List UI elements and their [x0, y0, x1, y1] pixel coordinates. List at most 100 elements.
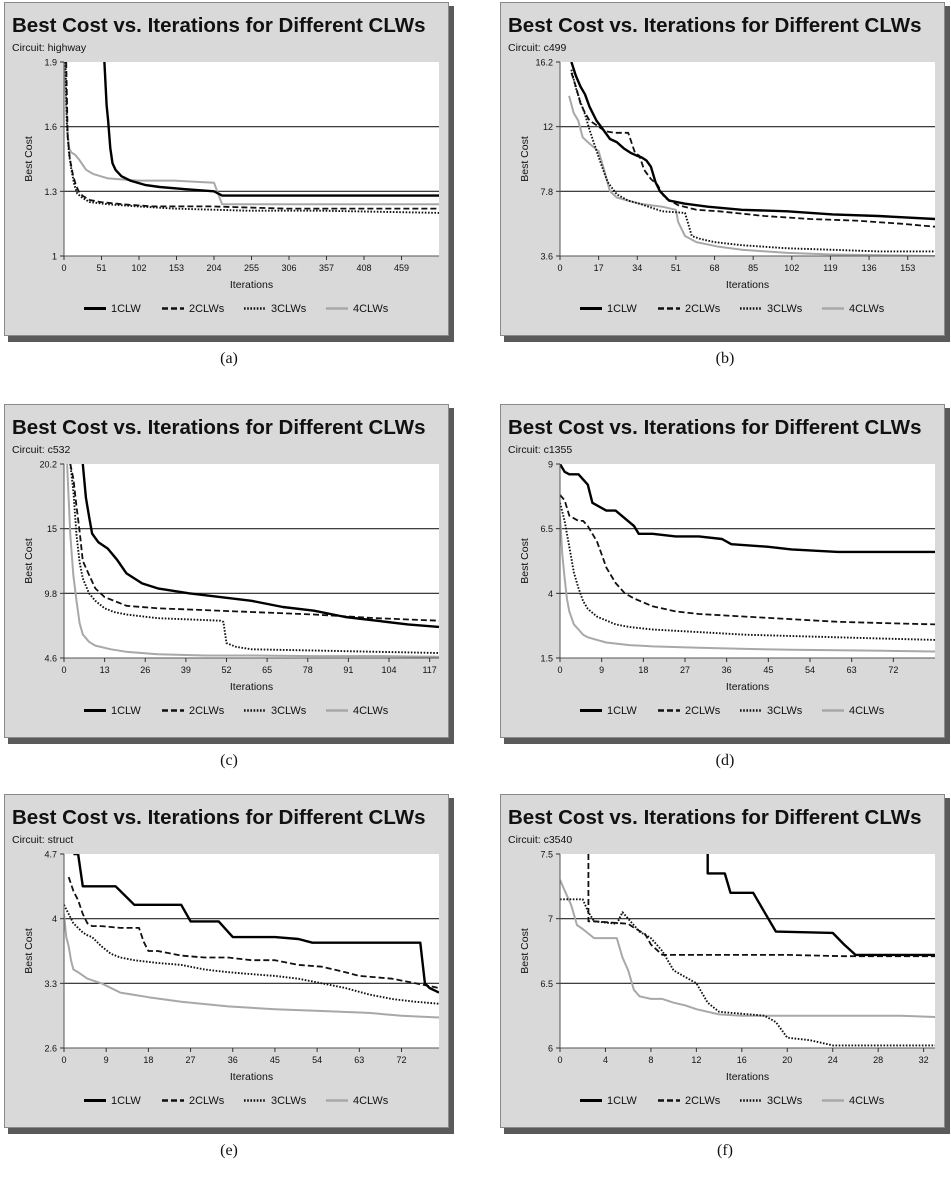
x-tick-label: 9 [104, 1055, 109, 1065]
series-line-2clws [69, 464, 439, 622]
x-tick-label: 13 [100, 665, 110, 675]
y-tick-label: 9 [548, 460, 553, 470]
caption-b: (b) [715, 350, 735, 367]
x-tick-label: 4 [603, 1055, 608, 1065]
y-tick-label: 12 [543, 122, 553, 132]
chart-c: Best Cost vs. Iterations for Different C… [4, 404, 454, 744]
x-tick-label: 52 [221, 665, 231, 675]
legend-label: 3CLWs [271, 1095, 307, 1107]
chart-panel-c: Best Cost vs. Iterations for Different C… [4, 404, 464, 794]
x-tick-label: 63 [354, 1055, 364, 1065]
legend-item-2clws: 2CLWs [658, 1095, 721, 1107]
legend-label: 1CLW [607, 705, 637, 717]
x-tick-label: 45 [763, 665, 773, 675]
legend-label: 1CLW [111, 303, 141, 315]
plot-area [560, 464, 935, 658]
y-tick-label: 6.5 [540, 524, 553, 534]
plot-area [560, 854, 935, 1048]
y-axis-label: Best Cost [23, 928, 35, 974]
y-tick-label: 6.5 [540, 979, 553, 989]
chart-panel-a: Best Cost vs. Iterations for Different C… [4, 2, 464, 392]
x-tick-label: 136 [862, 263, 877, 273]
legend-item-4clws: 4CLWs [326, 1095, 389, 1107]
y-tick-label: 20.2 [39, 460, 57, 470]
x-tick-label: 91 [343, 665, 353, 675]
legend-item-1clw: 1CLW [580, 1095, 637, 1107]
legend-item-4clws: 4CLWs [326, 705, 389, 717]
chart-title: Best Cost vs. Iterations for Different C… [508, 14, 921, 37]
x-tick-label: 12 [691, 1055, 701, 1065]
legend-label: 4CLWs [353, 303, 389, 315]
legend-item-1clw: 1CLW [84, 303, 141, 315]
caption-e: (e) [220, 1142, 238, 1159]
y-axis-label: Best Cost [519, 538, 531, 584]
legend-label: 3CLWs [271, 303, 307, 315]
plot-area [560, 62, 935, 256]
legend-item-1clw: 1CLW [580, 303, 637, 315]
x-tick-label: 0 [557, 1055, 562, 1065]
x-tick-label: 153 [169, 263, 184, 273]
series-line-4clws [66, 464, 439, 658]
x-tick-label: 117 [422, 665, 436, 675]
x-tick-label: 306 [281, 263, 296, 273]
y-axis-label: Best Cost [23, 538, 35, 584]
y-tick-label: 15 [47, 524, 57, 534]
chart-title: Best Cost vs. Iterations for Different C… [12, 806, 425, 829]
series-line-2clws [560, 494, 935, 626]
plot-area [64, 464, 439, 658]
legend-label: 4CLWs [849, 1095, 885, 1107]
y-tick-label: 1.9 [44, 58, 57, 68]
caption-d: (d) [715, 752, 735, 769]
y-tick-label: 1.6 [44, 122, 57, 132]
series-line-3clws [570, 69, 935, 253]
x-tick-label: 408 [356, 263, 371, 273]
legend-label: 1CLW [607, 303, 637, 315]
x-tick-label: 27 [186, 1055, 196, 1065]
x-tick-label: 0 [61, 1055, 66, 1065]
x-tick-label: 72 [396, 1055, 406, 1065]
y-tick-label: 9.8 [44, 589, 57, 599]
x-axis-label: Iterations [230, 1071, 273, 1083]
chart-e: Best Cost vs. Iterations for Different C… [4, 794, 454, 1134]
legend-label: 1CLW [111, 705, 141, 717]
legend-item-4clws: 4CLWs [326, 303, 389, 315]
legend-item-3clws: 3CLWs [244, 1095, 307, 1107]
series-line-3clws [560, 898, 935, 1047]
x-tick-label: 119 [823, 263, 837, 273]
chart-subtitle: Circuit: c532 [12, 444, 71, 456]
y-tick-label: 1.5 [540, 654, 553, 664]
y-tick-label: 1.3 [44, 187, 57, 197]
y-tick-label: 16.2 [535, 58, 553, 68]
chart-title: Best Cost vs. Iterations for Different C… [508, 416, 921, 439]
y-tick-label: 3.3 [44, 979, 57, 989]
x-tick-label: 54 [805, 665, 815, 675]
legend-item-1clw: 1CLW [84, 705, 141, 717]
legend-item-1clw: 1CLW [84, 1095, 141, 1107]
x-tick-label: 17 [594, 263, 604, 273]
caption-c: (c) [220, 752, 238, 769]
legend-item-2clws: 2CLWs [162, 303, 225, 315]
legend-label: 2CLWs [189, 303, 225, 315]
legend-item-2clws: 2CLWs [658, 303, 721, 315]
legend-label: 2CLWs [685, 705, 721, 717]
y-axis-label: Best Cost [519, 928, 531, 974]
legend-label: 3CLWs [767, 705, 803, 717]
caption-f: (f) [717, 1142, 733, 1159]
x-tick-label: 24 [828, 1055, 838, 1065]
y-tick-label: 3.6 [540, 252, 553, 262]
y-axis-label: Best Cost [519, 136, 531, 182]
x-tick-label: 54 [312, 1055, 322, 1065]
series-line-2clws [570, 72, 935, 228]
legend-item-2clws: 2CLWs [162, 1095, 225, 1107]
x-tick-label: 0 [557, 263, 562, 273]
x-axis-label: Iterations [726, 681, 769, 693]
legend-item-4clws: 4CLWs [822, 1095, 885, 1107]
x-tick-label: 18 [638, 665, 648, 675]
x-axis-label: Iterations [726, 1071, 769, 1083]
x-tick-label: 459 [394, 263, 409, 273]
x-tick-label: 9 [599, 665, 604, 675]
y-tick-label: 7 [548, 914, 553, 924]
series-line-4clws [64, 913, 439, 1019]
x-tick-label: 102 [784, 263, 799, 273]
series-line-1clw [103, 62, 439, 197]
